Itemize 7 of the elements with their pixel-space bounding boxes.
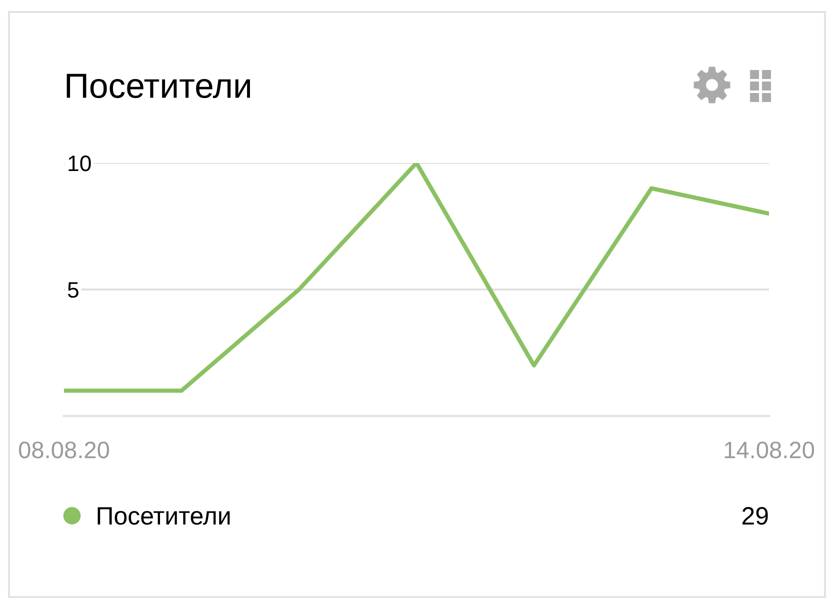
text: 29 (742, 507, 768, 525)
chart-title: Посетители (66, 74, 250, 98)
x-tick-label: 14.08.20 (724, 442, 814, 458)
legend-label: Посетители (98, 507, 230, 525)
x-tick-label: 08.08.20 (18, 442, 110, 458)
y-tick-label: 10 (68, 156, 91, 172)
y-tick-label: 5 (68, 282, 78, 298)
